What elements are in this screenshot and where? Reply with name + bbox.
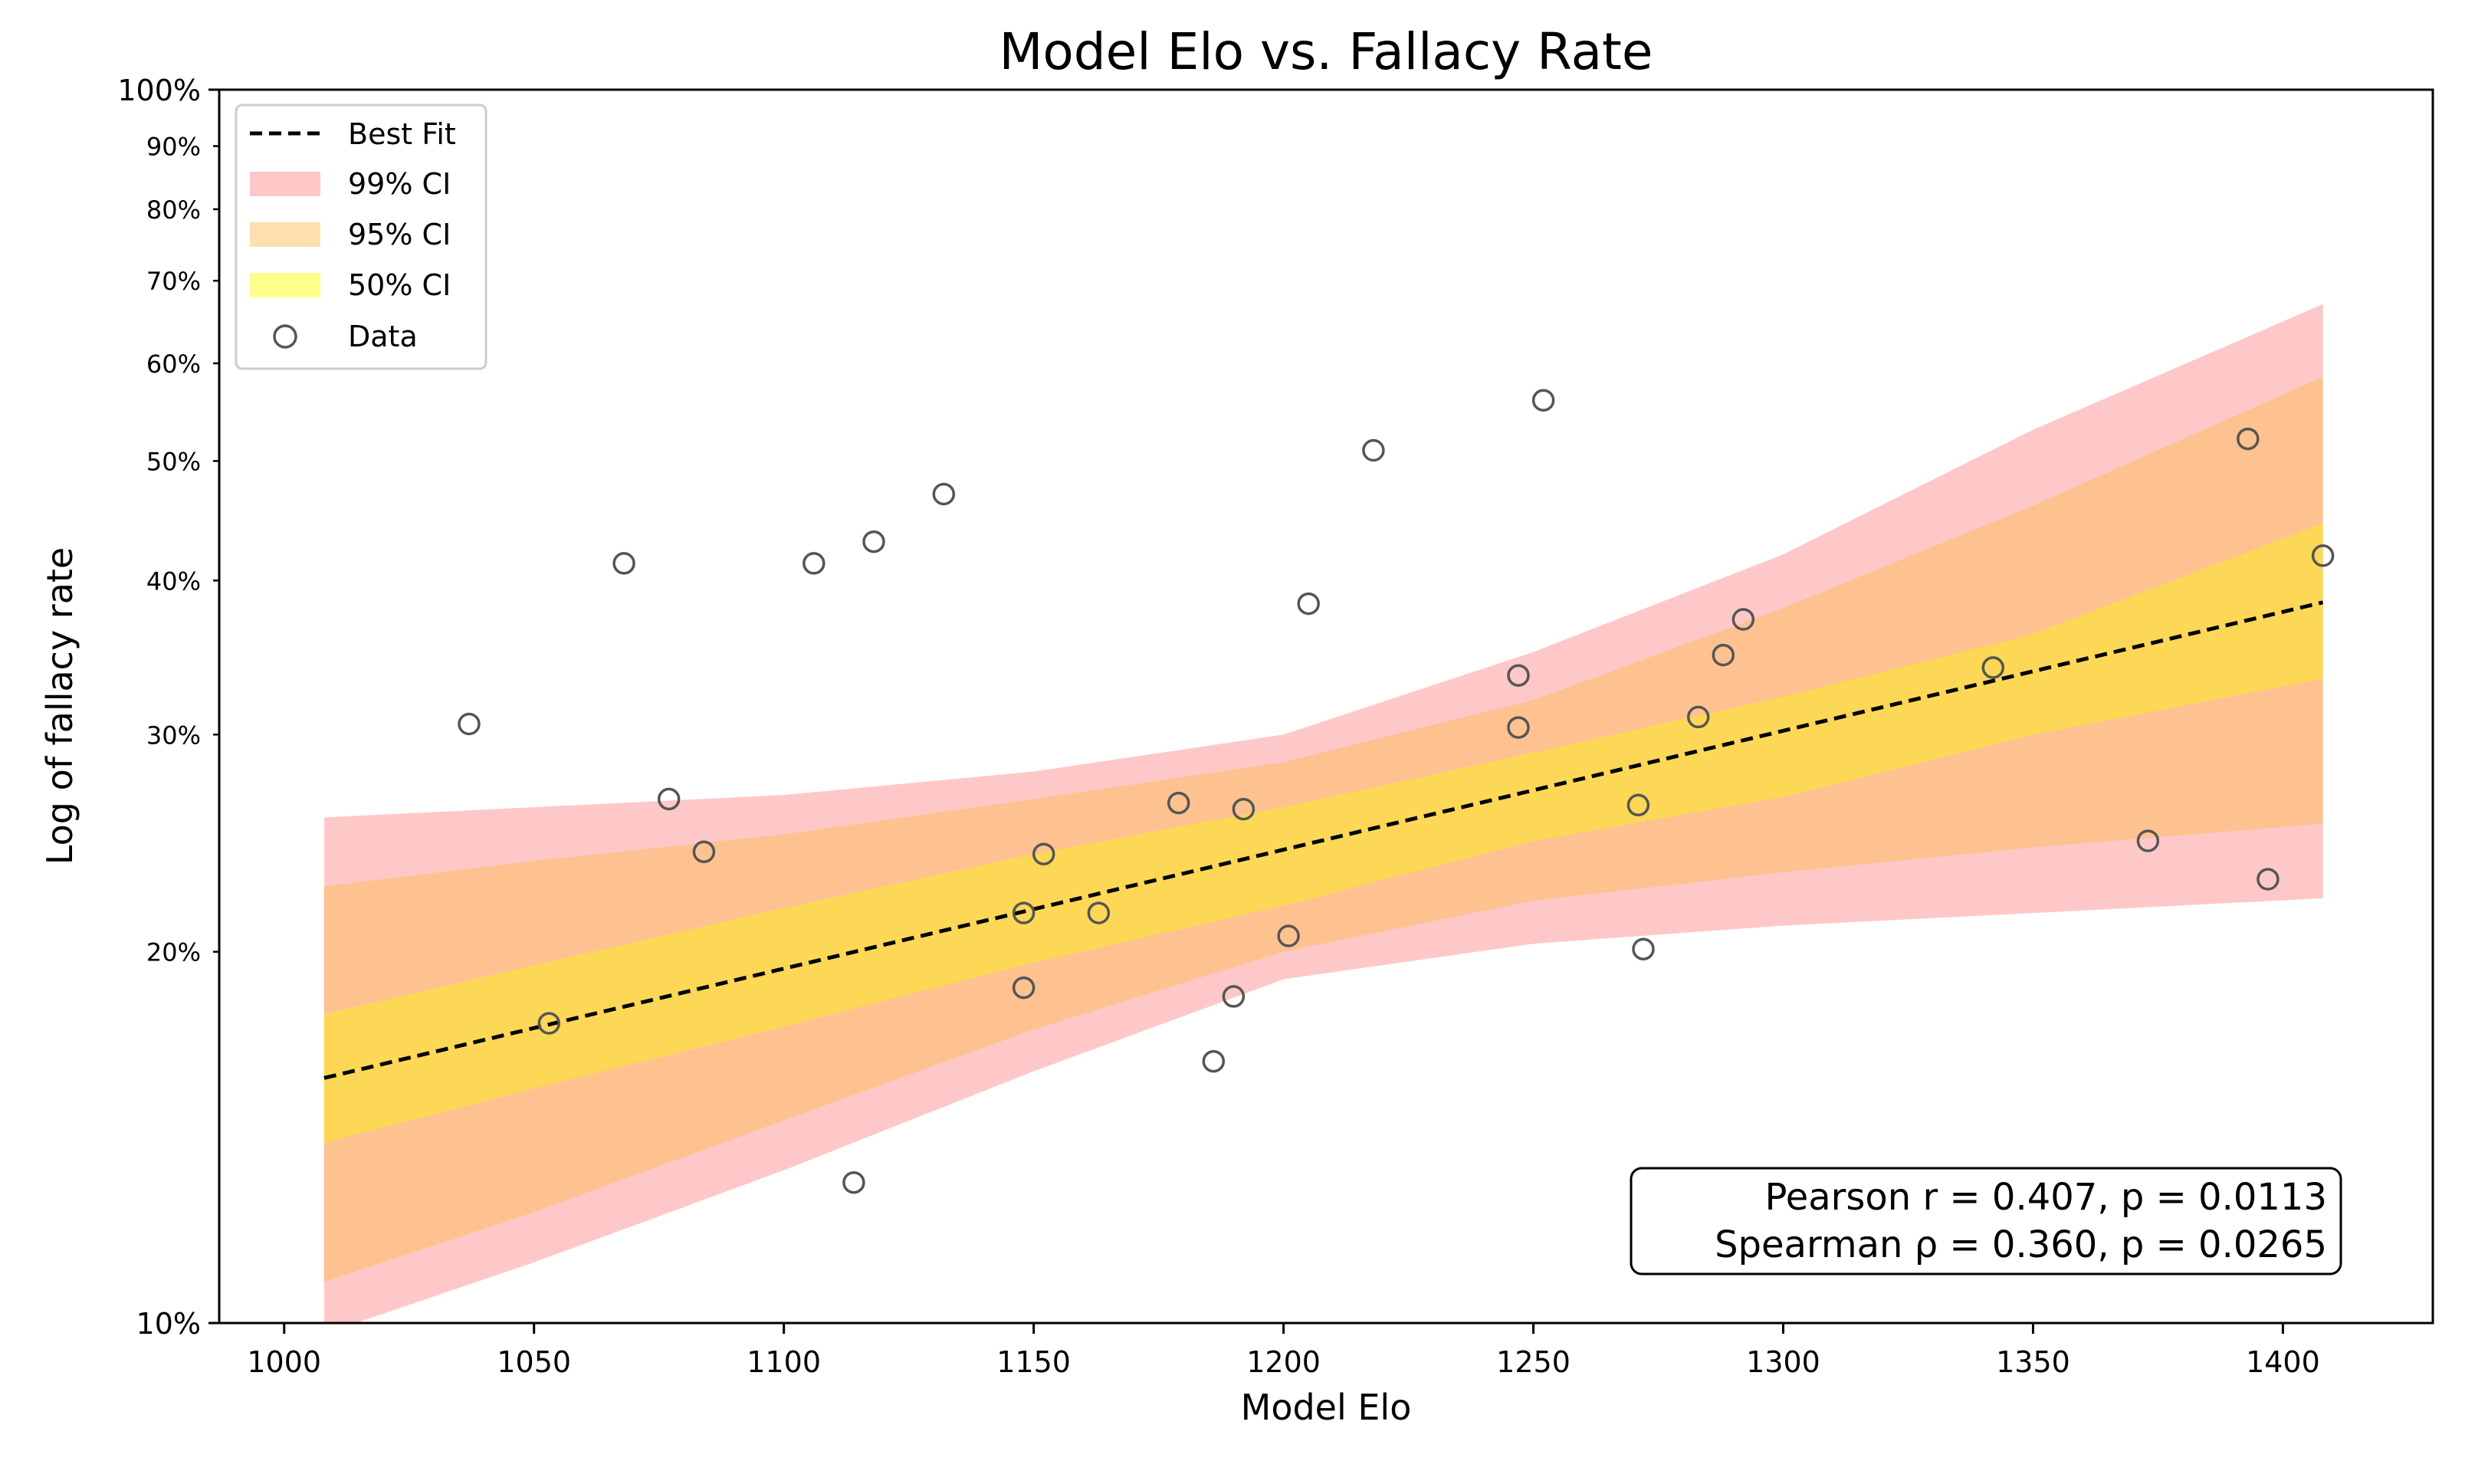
data-point <box>1507 664 1530 687</box>
spearman-stat: Spearman ρ = 0.360, p = 0.0265 <box>1715 1223 2327 1266</box>
y-axis-ticks: 10% 100% 20% 30% 40% 50% 60% 70% 80% 90% <box>117 74 219 1341</box>
data-point <box>1167 791 1190 815</box>
x-axis-ticks: 1000 1050 1100 1150 1200 1250 1300 1350 1400 <box>247 1323 2320 1379</box>
legend-label-best-fit: Best Fit <box>348 117 456 151</box>
data-point <box>1731 608 1755 631</box>
data-point <box>2257 868 2280 891</box>
data-point <box>612 552 635 575</box>
y-tick-label-minor: 60% <box>146 350 201 379</box>
y-axis-label: Log of fallacy rate <box>39 547 80 865</box>
stats-box-frame <box>1630 1167 2342 1276</box>
data-point <box>1032 842 1055 865</box>
legend-label-95ci: 95% CI <box>348 218 451 251</box>
data-point <box>1712 643 1735 667</box>
legend-label-50ci: 50% CI <box>348 268 451 302</box>
data-point <box>1531 389 1555 412</box>
legend-label-99ci: 99% CI <box>348 167 451 201</box>
data-point <box>458 712 481 736</box>
data-point <box>1686 705 1710 729</box>
data-point <box>1232 797 1255 821</box>
data-point <box>2237 427 2260 451</box>
legend-label-data: Data <box>348 320 418 353</box>
data-point <box>932 482 956 506</box>
plot-frame <box>218 88 2434 1325</box>
data-point <box>2311 544 2335 567</box>
data-point <box>1632 937 1655 960</box>
y-tick-label-major: 10% <box>136 1307 201 1341</box>
y-tick-label-minor: 50% <box>146 447 201 476</box>
data-point <box>1222 985 1246 1008</box>
x-tick-label: 1000 <box>247 1345 321 1379</box>
correlation-stats-box: Pearson r = 0.407, p = 0.0113 Spearman ρ… <box>1630 1167 2342 1276</box>
x-tick-label: 1150 <box>996 1345 1071 1379</box>
data-point <box>692 840 716 864</box>
data-point <box>537 1012 561 1035</box>
legend: Best Fit 99% CI 95% CI 50% CI Data <box>235 103 487 370</box>
data-point <box>1202 1049 1226 1073</box>
x-tick-label: 1400 <box>2246 1345 2320 1379</box>
x-tick-label: 1050 <box>497 1345 571 1379</box>
y-tick-label-minor: 70% <box>146 267 201 296</box>
pearson-stat: Pearson r = 0.407, p = 0.0113 <box>1764 1176 2327 1219</box>
data-point <box>1362 438 1385 462</box>
data-point <box>2136 829 2160 852</box>
x-tick-label: 1100 <box>747 1345 821 1379</box>
ci-band-50pct <box>323 523 2323 1143</box>
data-point <box>657 787 681 811</box>
x-tick-label: 1200 <box>1246 1345 1321 1379</box>
y-tick-label-minor: 80% <box>146 195 201 225</box>
x-tick-label: 1250 <box>1496 1345 1571 1379</box>
x-tick-label: 1350 <box>1996 1345 2070 1379</box>
y-tick-label-major: 100% <box>117 74 201 107</box>
y-tick-label-minor: 90% <box>146 133 201 162</box>
data-point <box>862 530 885 553</box>
y-tick-label-minor: 40% <box>146 566 201 596</box>
data-point <box>1507 716 1530 739</box>
data-point <box>1012 976 1036 1000</box>
best-fit-line <box>323 600 2324 1080</box>
legend-50ci-swatch <box>250 273 320 297</box>
y-tick-label-minor: 30% <box>146 721 201 750</box>
y-tick-label-minor: 20% <box>146 938 201 967</box>
data-point <box>803 552 825 575</box>
legend-box <box>235 103 487 370</box>
data-point <box>1981 656 2005 679</box>
data-point <box>1012 901 1036 924</box>
legend-data-swatch <box>273 324 297 349</box>
legend-95ci-swatch <box>250 222 320 247</box>
x-tick-label: 1300 <box>1746 1345 1820 1379</box>
best-fit-layer <box>323 600 2324 1080</box>
data-point <box>1087 901 1111 924</box>
data-point <box>1277 924 1300 947</box>
data-point <box>1297 592 1320 616</box>
chart-title: Model Elo vs. Fallacy Rate <box>999 22 1653 81</box>
data-point <box>1626 793 1650 817</box>
legend-99ci-swatch <box>250 172 320 196</box>
data-points <box>458 389 2335 1194</box>
confidence-bands <box>323 304 2323 1323</box>
data-point <box>842 1170 865 1194</box>
x-axis-label: Model Elo <box>1241 1387 1412 1428</box>
